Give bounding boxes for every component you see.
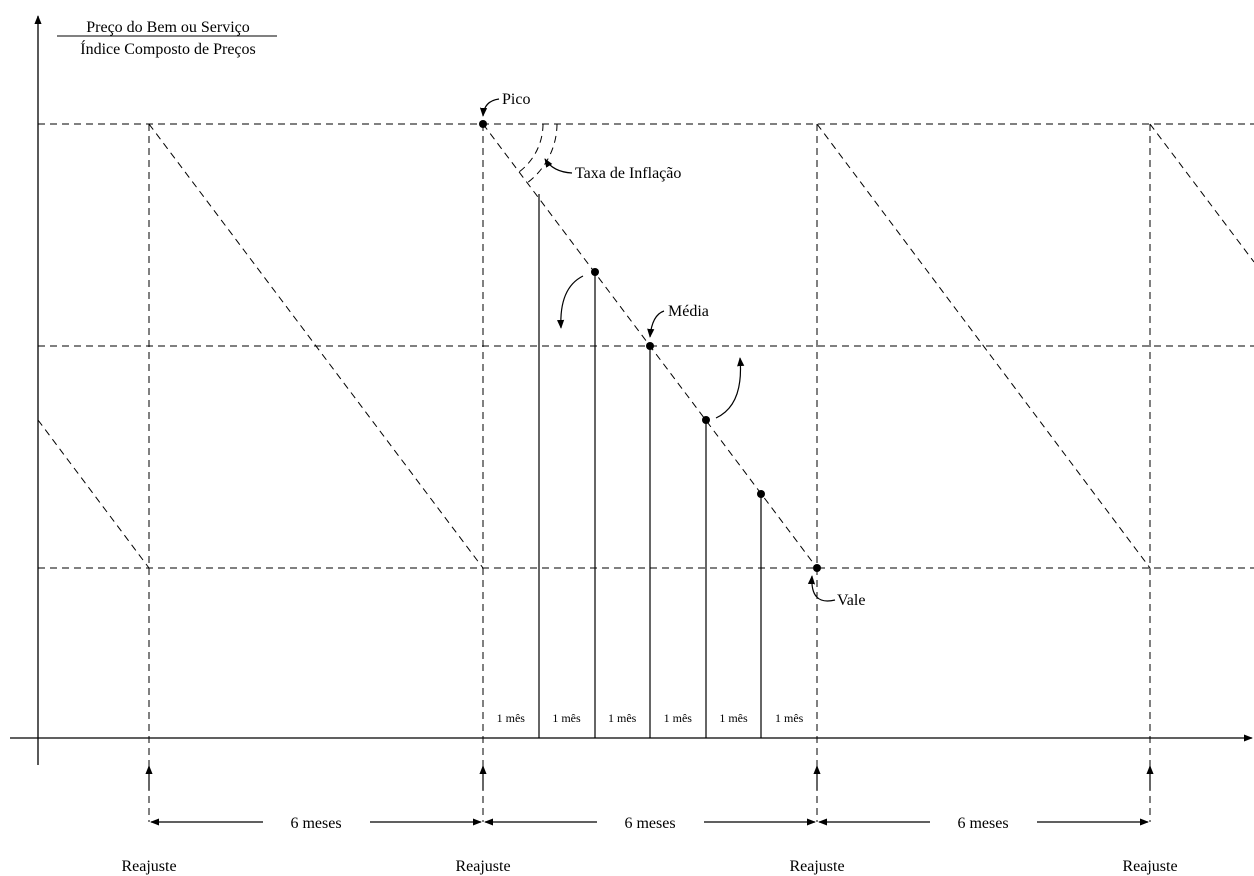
price-decline-0	[37, 419, 150, 569]
y-axis-label-denominator: Índice Composto de Preços	[80, 39, 256, 58]
interval-label-1: 6 meses	[290, 815, 341, 832]
month-labels: 1 mês 1 mês 1 mês 1 mês 1 mês 1 mês	[497, 711, 804, 725]
month-point-4	[702, 416, 710, 424]
month-point-5	[757, 490, 765, 498]
average-point	[646, 342, 654, 350]
average-pointer-arrow	[647, 310, 665, 338]
peak-label: Pico	[502, 91, 530, 108]
peak-pointer-arrow	[479, 98, 500, 117]
above-average-curved-arrow	[557, 275, 584, 329]
price-decline-4	[1149, 123, 1254, 263]
month-label-6: 1 mês	[775, 711, 804, 725]
y-axis-label-numerator: Preço do Bem ou Serviço	[86, 19, 250, 36]
inflation-rate-label: Taxa de Inflação	[575, 165, 681, 182]
price-decline-1	[148, 123, 484, 569]
valley-pointer-arrow	[807, 575, 836, 602]
month-label-5: 1 mês	[719, 711, 748, 725]
inflation-angle-arc-outer	[526, 123, 558, 184]
valley-label: Vale	[837, 592, 865, 609]
valley-point	[813, 564, 821, 572]
month-label-1: 1 mês	[497, 711, 526, 725]
below-average-curved-arrow	[715, 357, 745, 419]
inflation-pointer-arrow	[544, 158, 573, 174]
adjustment-label-4: Reajuste	[1122, 858, 1177, 875]
interval-label-3: 6 meses	[957, 815, 1008, 832]
adjustment-label-2: Reajuste	[455, 858, 510, 875]
average-label: Média	[668, 303, 709, 320]
month-point-2	[591, 268, 599, 276]
inflation-angle-arc-inner	[518, 123, 544, 173]
adjustment-label-1: Reajuste	[121, 858, 176, 875]
month-label-4: 1 mês	[664, 711, 693, 725]
month-label-3: 1 mês	[608, 711, 637, 725]
month-label-2: 1 mês	[552, 711, 581, 725]
peak-point	[479, 120, 487, 128]
interval-label-2: 6 meses	[624, 815, 675, 832]
price-decline-3	[816, 123, 1151, 569]
adjustment-label-3: Reajuste	[789, 858, 844, 875]
